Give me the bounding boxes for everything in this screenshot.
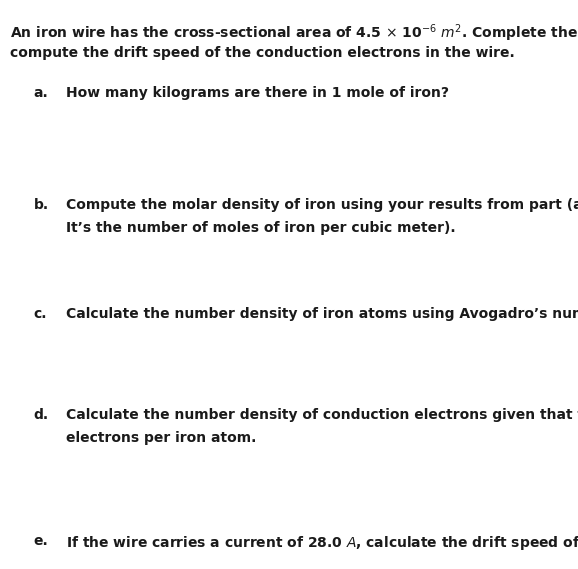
- Text: Compute the molar density of iron using your results from part (a) and the densi: Compute the molar density of iron using …: [66, 198, 578, 212]
- Text: It’s the number of moles of iron per cubic meter).: It’s the number of moles of iron per cub…: [66, 221, 456, 235]
- Text: Calculate the number density of conduction electrons given that there are two co: Calculate the number density of conducti…: [66, 408, 578, 422]
- Text: An iron wire has the cross-sectional area of 4.5 $\times$ 10$^{-6}$ $\mathit{m}^: An iron wire has the cross-sectional are…: [10, 23, 578, 44]
- Text: compute the drift speed of the conduction electrons in the wire.: compute the drift speed of the conductio…: [10, 46, 515, 60]
- Text: If the wire carries a current of 28.0 $\mathit{A}$, calculate the drift speed of: If the wire carries a current of 28.0 $\…: [66, 534, 578, 552]
- Text: electrons per iron atom.: electrons per iron atom.: [66, 431, 257, 445]
- Text: How many kilograms are there in 1 mole of iron?: How many kilograms are there in 1 mole o…: [66, 86, 450, 101]
- Text: a.: a.: [34, 86, 49, 101]
- Text: d.: d.: [34, 408, 49, 422]
- Text: c.: c.: [34, 307, 47, 321]
- Text: b.: b.: [34, 198, 49, 212]
- Text: e.: e.: [34, 534, 49, 548]
- Text: Calculate the number density of iron atoms using Avogadro’s number.: Calculate the number density of iron ato…: [66, 307, 578, 321]
